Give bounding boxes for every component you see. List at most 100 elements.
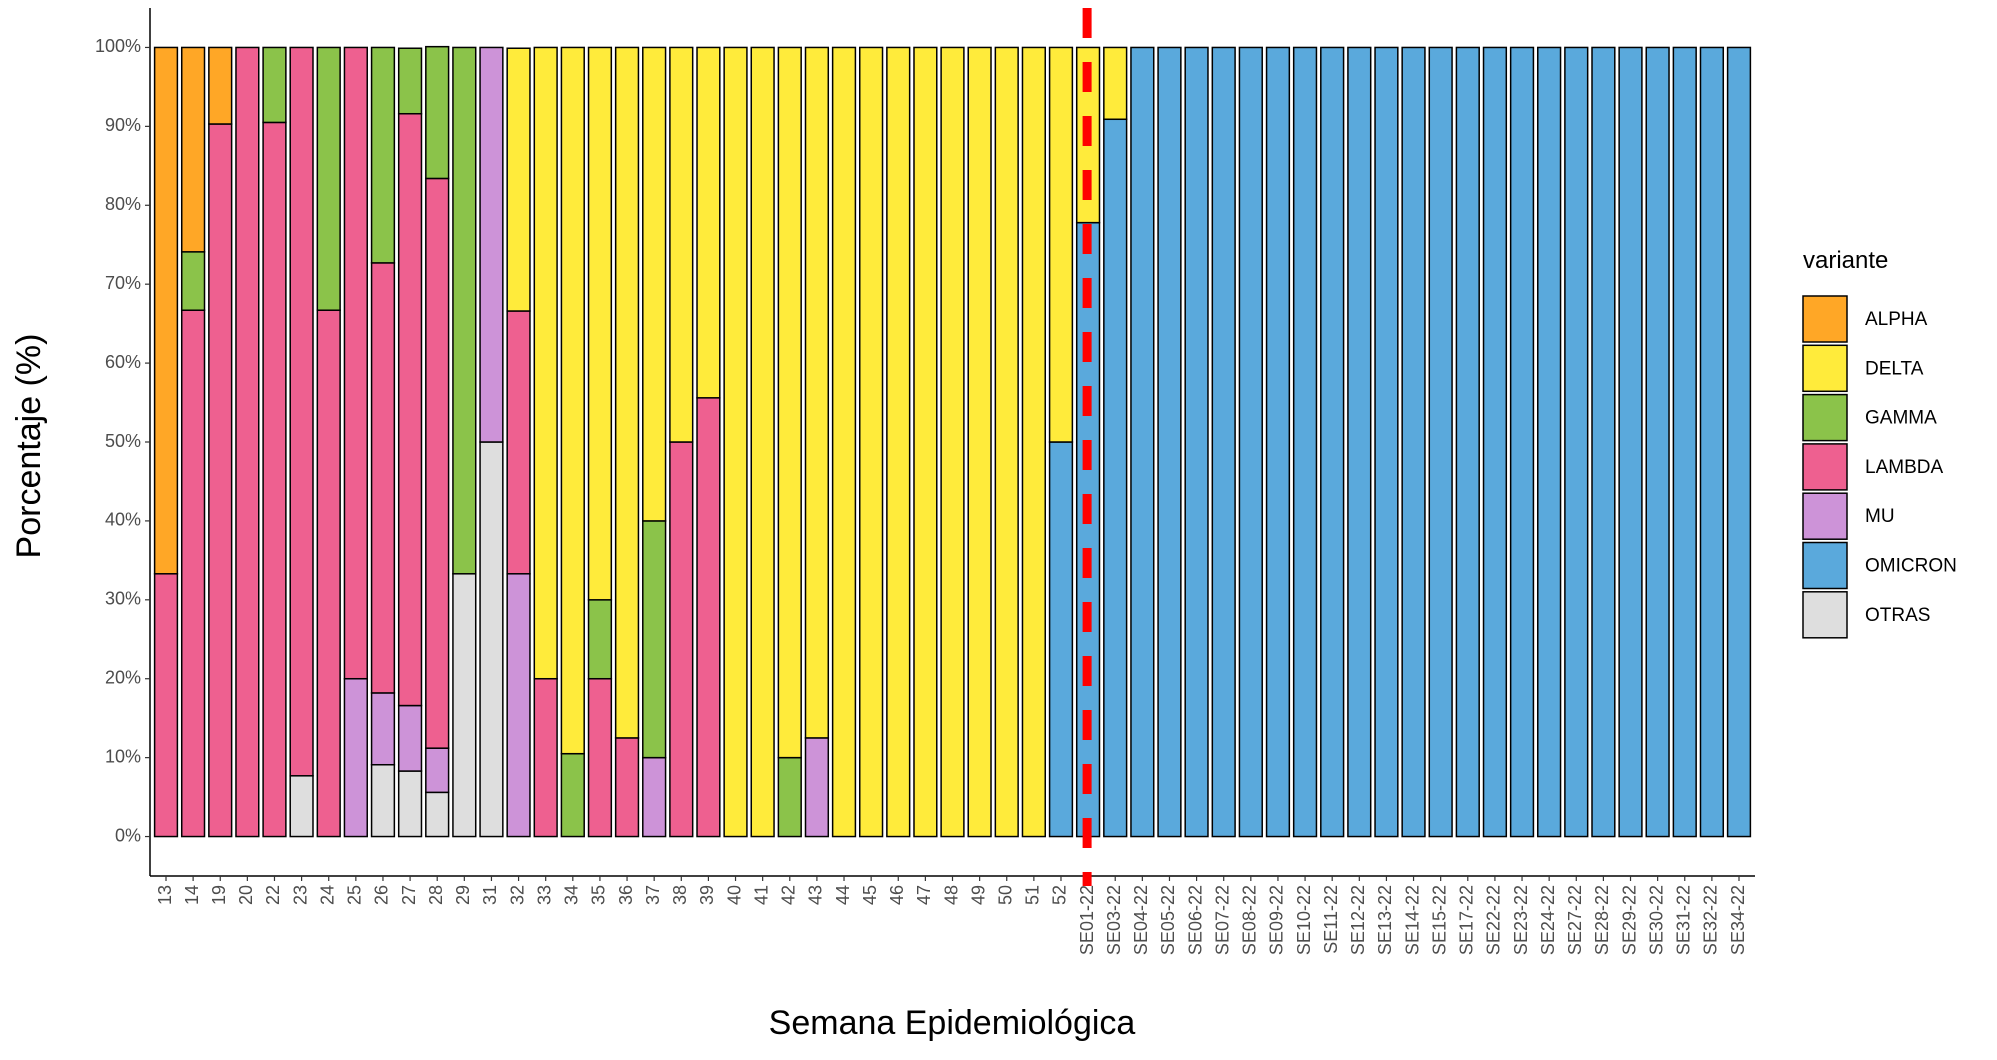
bar-segment — [1320, 46, 1345, 838]
x-tick-label: 33 — [534, 885, 554, 905]
x-tick-label: 52 — [1050, 885, 1070, 905]
bar-segment — [967, 46, 992, 838]
y-tick-label: 90% — [105, 115, 141, 135]
x-tick-label: SE28-22 — [1592, 885, 1612, 955]
x-tick-label: SE22-22 — [1484, 885, 1504, 955]
legend-label: MU — [1865, 506, 1895, 527]
x-tick-label: 48 — [941, 885, 961, 905]
legend-key — [1802, 541, 1848, 590]
x-tick-label: SE11-22 — [1321, 885, 1341, 954]
bar-segment — [1537, 46, 1562, 838]
x-tick-label: 25 — [345, 885, 365, 905]
x-tick-label: 49 — [968, 885, 988, 905]
bar-segment — [343, 677, 368, 838]
bar-segment — [1211, 46, 1236, 838]
bar-segment — [452, 573, 477, 838]
bar-segment — [831, 46, 857, 838]
bar-segment — [1591, 46, 1616, 838]
bar-segment — [940, 46, 965, 838]
bar-segment — [587, 599, 613, 680]
y-tick-label: 0% — [115, 825, 141, 845]
x-tick-label: 37 — [643, 885, 663, 905]
y-tick-label: 10% — [105, 746, 141, 766]
bar-segment — [289, 46, 314, 777]
legend-label: ALPHA — [1865, 309, 1928, 330]
x-tick-label: 51 — [1023, 885, 1043, 905]
bar-segment — [1564, 46, 1589, 838]
x-tick-label: SE29-22 — [1619, 885, 1639, 955]
x-tick-label: 14 — [182, 885, 202, 905]
bar-segment — [994, 46, 1019, 838]
x-tick-label: 27 — [399, 885, 419, 905]
x-tick-label: SE08-22 — [1240, 885, 1260, 955]
x-tick-label: SE15-22 — [1429, 885, 1449, 955]
y-tick-label: 50% — [105, 431, 141, 451]
y-tick-label: 80% — [105, 194, 141, 214]
x-tick-label: 28 — [426, 885, 446, 905]
bar-segment — [370, 262, 396, 694]
x-tick-label: 13 — [155, 885, 175, 905]
x-tick-label: 41 — [751, 885, 771, 905]
bar-segment — [804, 737, 830, 838]
x-tick-label: SE07-22 — [1212, 885, 1232, 955]
bar-segment — [397, 47, 423, 115]
bar-segment — [777, 46, 802, 759]
bar-segment — [1672, 46, 1697, 838]
bar-segment — [180, 251, 206, 311]
x-tick-label: SE23-22 — [1511, 885, 1531, 955]
bar-segment — [913, 46, 938, 838]
x-tick-label: SE34-22 — [1728, 885, 1748, 955]
bar-segment — [425, 747, 450, 794]
x-tick-label: 45 — [860, 885, 880, 905]
x-tick-label: 34 — [562, 885, 582, 905]
bar-segment — [180, 46, 206, 253]
x-tick-label: 36 — [616, 885, 636, 905]
bar-segment — [506, 573, 531, 838]
bar-segment — [370, 763, 396, 838]
bar-segment — [642, 520, 667, 759]
x-tick-label: SE32-22 — [1701, 885, 1721, 955]
bar-segment — [533, 677, 558, 838]
legend-key — [1802, 492, 1848, 540]
bar-segment — [669, 46, 694, 443]
legend-label: OTRAS — [1865, 605, 1930, 626]
x-tick-label: 24 — [317, 885, 337, 905]
bar-segment — [587, 46, 613, 601]
bar-segment — [777, 756, 802, 838]
x-tick-label: 46 — [887, 885, 907, 905]
bar-segment — [1157, 46, 1182, 838]
bar-segment — [858, 46, 884, 838]
bar-segment — [614, 737, 640, 838]
bar-segment — [1645, 46, 1670, 838]
x-tick-label: 32 — [507, 885, 527, 905]
bar-segment — [397, 704, 423, 772]
bar-segment — [425, 791, 450, 838]
x-tick-label: 38 — [670, 885, 690, 905]
bar-segment — [316, 46, 341, 311]
bar-segment — [425, 45, 450, 180]
bar-segment — [1455, 46, 1480, 838]
bar-segment — [1048, 46, 1074, 443]
bar-segment — [696, 46, 721, 399]
y-tick-label: 20% — [105, 667, 141, 687]
bar-segment — [750, 46, 775, 838]
y-tick-label: 60% — [105, 352, 141, 372]
legend-label: GAMMA — [1865, 408, 1937, 429]
x-tick-label: SE05-22 — [1158, 885, 1178, 955]
bar-segment — [1374, 46, 1399, 838]
bar-segment — [370, 692, 396, 766]
x-tick-label: SE31-22 — [1674, 885, 1694, 955]
x-tick-label: SE13-22 — [1375, 885, 1395, 955]
bar-segment — [208, 46, 233, 125]
x-tick-label: 29 — [453, 885, 473, 905]
x-tick-label: 42 — [779, 885, 799, 905]
x-tick-label: 19 — [209, 885, 229, 905]
bar-segment — [1130, 46, 1155, 838]
x-tick-label: 35 — [589, 885, 609, 905]
y-tick-label: 40% — [105, 510, 141, 530]
bar-segment — [235, 46, 260, 838]
x-tick-label: 50 — [995, 885, 1015, 905]
bar-segment — [479, 46, 504, 443]
x-tick-label: SE03-22 — [1104, 885, 1124, 955]
